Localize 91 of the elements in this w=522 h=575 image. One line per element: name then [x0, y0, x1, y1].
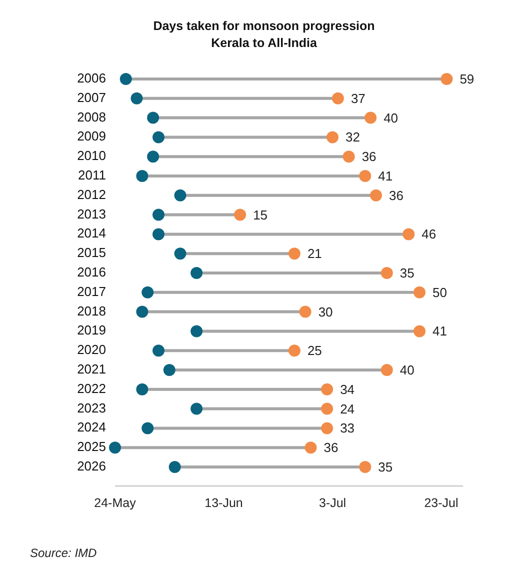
point: [130, 92, 143, 104]
point: [152, 228, 164, 240]
point: [380, 267, 393, 279]
point: [359, 461, 372, 473]
y-tick-label: 2006: [77, 70, 106, 86]
point: [120, 73, 132, 85]
y-tick-label: 2018: [77, 303, 106, 318]
annotation: 59: [460, 72, 474, 86]
point: [190, 325, 203, 338]
annotation: 50: [432, 284, 447, 300]
point: [342, 150, 355, 163]
chart-title: Days taken for monsoon progression: [153, 19, 375, 33]
annotation: 40: [384, 110, 398, 126]
point: [174, 189, 186, 202]
point: [364, 112, 377, 124]
source-note: Source: IMD: [30, 546, 98, 560]
annotation: 36: [324, 440, 338, 456]
point: [109, 442, 121, 454]
point: [326, 131, 338, 144]
annotation: 36: [362, 149, 376, 164]
annotation: 36: [389, 188, 404, 203]
point: [152, 131, 164, 144]
point: [288, 344, 300, 357]
point: [234, 208, 246, 221]
y-tick-label: 2024: [77, 420, 106, 435]
x-tick-label: 23-Jul: [424, 496, 458, 510]
annotation: 32: [346, 130, 360, 145]
point: [147, 150, 160, 163]
y-tick-label: 2008: [77, 109, 106, 124]
y-tick-label: 2012: [77, 186, 106, 202]
y-tick-label: 2015: [77, 245, 106, 260]
y-tick-label: 2026: [77, 458, 106, 474]
y-tick-label: 2022: [77, 380, 106, 396]
annotation: 35: [378, 460, 393, 474]
point: [321, 383, 334, 396]
point: [163, 364, 176, 376]
point: [321, 402, 334, 415]
point: [190, 267, 203, 279]
y-tick-label: 2020: [77, 342, 106, 358]
point: [142, 286, 154, 298]
annotation: 35: [400, 266, 414, 280]
y-tick-label: 2021: [77, 362, 106, 376]
point: [370, 189, 382, 202]
y-tick-label: 2009: [77, 128, 106, 144]
point: [147, 112, 160, 124]
point: [380, 364, 393, 376]
annotation: 41: [432, 324, 447, 339]
x-tick-label: 3-Jul: [318, 496, 346, 510]
point: [142, 422, 154, 434]
y-tick-label: 2025: [77, 439, 106, 454]
annotation: 34: [340, 382, 355, 397]
y-tick-label: 2010: [77, 148, 106, 164]
annotation: 21: [307, 246, 322, 262]
y-tick-label: 2014: [77, 226, 106, 241]
point: [152, 208, 164, 221]
point: [288, 248, 300, 260]
point: [321, 422, 334, 434]
x-tick-label: 24-May: [94, 496, 137, 510]
y-tick-label: 2019: [77, 322, 106, 338]
point: [168, 461, 181, 473]
point: [402, 228, 415, 240]
y-tick-label: 2011: [78, 168, 106, 182]
y-tick-label: 2023: [77, 400, 106, 416]
annotation: 46: [422, 226, 436, 242]
annotation: 41: [378, 168, 393, 184]
x-tick-label: 13-Jun: [204, 496, 243, 510]
point: [136, 383, 148, 396]
y-tick-label: 2013: [77, 206, 106, 222]
annotation: 15: [253, 207, 268, 222]
point: [440, 73, 453, 85]
annotation: 33: [340, 420, 355, 436]
point: [299, 306, 312, 318]
annotation: 25: [307, 343, 322, 358]
point: [359, 170, 372, 182]
point: [304, 442, 317, 454]
point: [136, 306, 148, 318]
point: [136, 170, 148, 182]
point: [414, 325, 426, 338]
annotation: 24: [340, 401, 355, 416]
y-tick-label: 2007: [77, 90, 106, 105]
point: [174, 248, 186, 260]
chart-subtitle: Kerala to All-India: [211, 36, 318, 50]
point: [414, 286, 426, 298]
y-tick-label: 2017: [77, 284, 106, 299]
point: [152, 344, 164, 357]
point: [190, 402, 203, 415]
annotation: 40: [400, 362, 414, 378]
point: [332, 92, 344, 104]
annotation: 37: [350, 90, 366, 106]
y-tick-label: 2016: [77, 264, 106, 280]
annotation: 30: [318, 304, 333, 320]
